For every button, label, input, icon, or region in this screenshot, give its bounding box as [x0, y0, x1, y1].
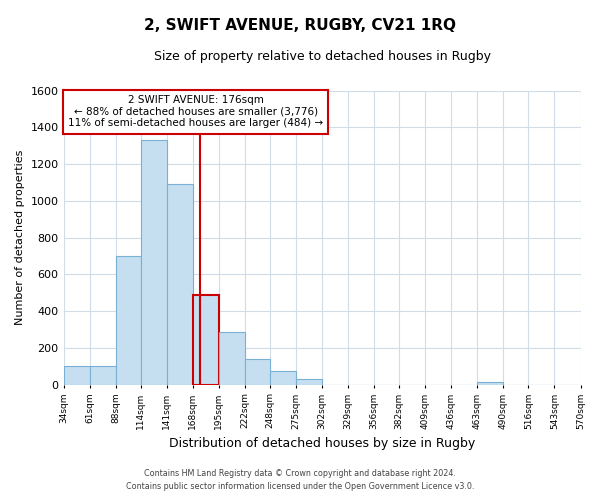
Bar — [140, 140, 167, 384]
Text: 2, SWIFT AVENUE, RUGBY, CV21 1RQ: 2, SWIFT AVENUE, RUGBY, CV21 1RQ — [144, 18, 456, 32]
Bar — [193, 294, 219, 384]
Bar — [478, 382, 503, 384]
Title: Size of property relative to detached houses in Rugby: Size of property relative to detached ho… — [154, 50, 491, 63]
Bar — [245, 359, 270, 384]
Text: 2 SWIFT AVENUE: 176sqm
← 88% of detached houses are smaller (3,776)
11% of semi-: 2 SWIFT AVENUE: 176sqm ← 88% of detached… — [68, 95, 323, 128]
Bar — [219, 332, 245, 384]
X-axis label: Distribution of detached houses by size in Rugby: Distribution of detached houses by size … — [169, 437, 475, 450]
Bar — [64, 366, 89, 384]
Bar — [167, 184, 193, 384]
Bar — [296, 379, 322, 384]
Y-axis label: Number of detached properties: Number of detached properties — [15, 150, 25, 326]
Bar — [89, 366, 116, 384]
Text: Contains HM Land Registry data © Crown copyright and database right 2024.
Contai: Contains HM Land Registry data © Crown c… — [126, 470, 474, 491]
Bar — [270, 371, 296, 384]
Bar — [116, 256, 140, 384]
